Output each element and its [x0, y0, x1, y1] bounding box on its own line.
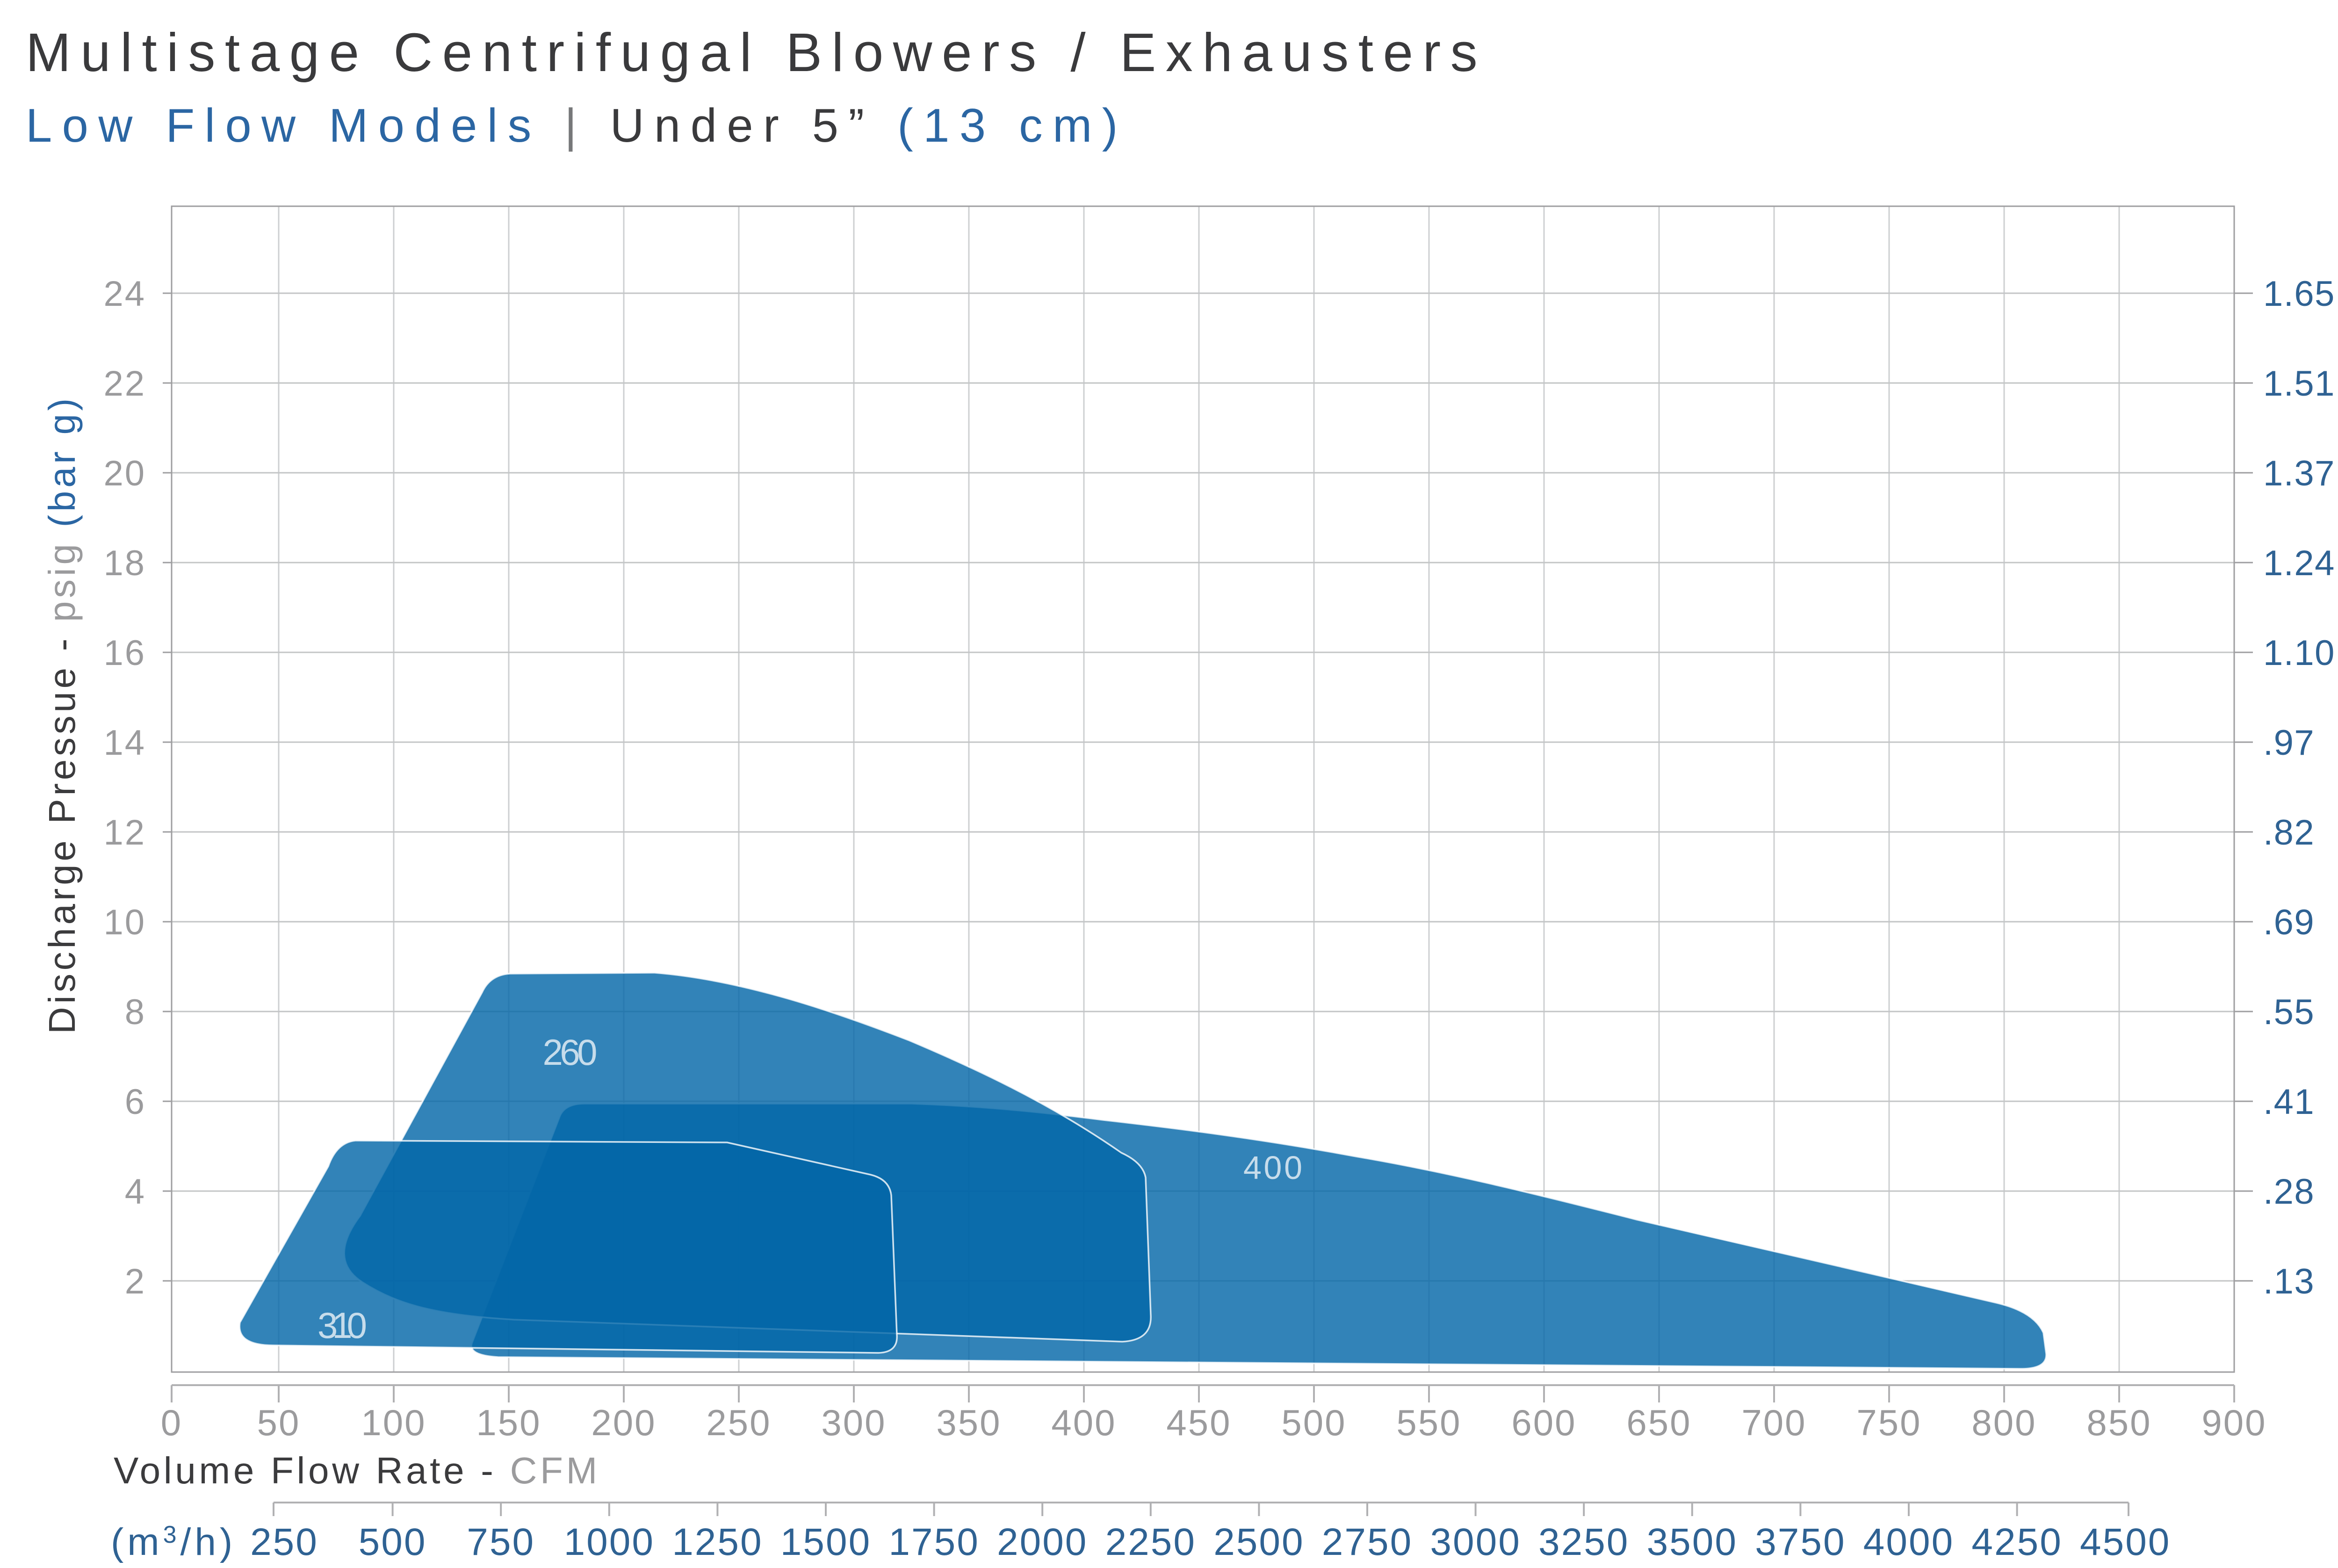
- svg-text:16: 16: [103, 633, 146, 673]
- svg-text:8: 8: [125, 992, 146, 1032]
- svg-text:260: 260: [543, 1032, 598, 1073]
- svg-text:12: 12: [103, 813, 146, 853]
- svg-text:Low Flow Models | Under 5” (13: Low Flow Models | Under 5” (13 cm): [26, 100, 1128, 152]
- svg-text:20: 20: [103, 454, 146, 493]
- svg-text:1000: 1000: [564, 1521, 655, 1563]
- svg-text:300: 300: [821, 1402, 886, 1443]
- svg-text:3000: 3000: [1430, 1521, 1521, 1563]
- svg-text:800: 800: [1971, 1402, 2036, 1443]
- svg-text:.69: .69: [2263, 903, 2315, 942]
- svg-text:400: 400: [1051, 1402, 1116, 1443]
- svg-text:.41: .41: [2263, 1082, 2315, 1122]
- svg-text:.55: .55: [2263, 992, 2315, 1032]
- svg-text:Discharge Pressue - psig (bar: Discharge Pressue - psig (bar g): [41, 395, 83, 1034]
- svg-text:1750: 1750: [888, 1521, 979, 1563]
- svg-text:14: 14: [103, 723, 146, 763]
- svg-text:900: 900: [2201, 1402, 2266, 1443]
- svg-text:4250: 4250: [1971, 1521, 2062, 1563]
- svg-text:3500: 3500: [1647, 1521, 1738, 1563]
- svg-text:3750: 3750: [1755, 1521, 1846, 1563]
- svg-text:850: 850: [2086, 1402, 2151, 1443]
- svg-text:1.10: 1.10: [2263, 633, 2335, 673]
- svg-text:750: 750: [1856, 1402, 1921, 1443]
- svg-text:150: 150: [476, 1402, 541, 1443]
- svg-text:24: 24: [103, 274, 146, 314]
- svg-text:600: 600: [1511, 1402, 1576, 1443]
- svg-text:0: 0: [161, 1402, 182, 1443]
- svg-text:100: 100: [361, 1402, 426, 1443]
- svg-text:Multistage Centrifugal Blowers: Multistage Centrifugal Blowers / Exhaust…: [26, 22, 1487, 83]
- svg-text:Volume Flow Rate - CFM: Volume Flow Rate - CFM: [114, 1450, 600, 1491]
- svg-text:18: 18: [103, 543, 146, 583]
- svg-text:500: 500: [1281, 1402, 1346, 1443]
- svg-text:500: 500: [359, 1521, 427, 1563]
- svg-text:1.24: 1.24: [2263, 543, 2335, 583]
- svg-text:.13: .13: [2263, 1262, 2315, 1301]
- svg-text:1500: 1500: [780, 1521, 871, 1563]
- svg-text:750: 750: [467, 1521, 535, 1563]
- svg-text:4500: 4500: [2080, 1521, 2171, 1563]
- svg-text:2: 2: [125, 1262, 146, 1301]
- svg-text:1.51: 1.51: [2263, 364, 2335, 404]
- svg-text:310: 310: [318, 1305, 367, 1346]
- svg-text:350: 350: [936, 1402, 1001, 1443]
- svg-text:2000: 2000: [997, 1521, 1088, 1563]
- svg-text:1.37: 1.37: [2263, 454, 2335, 493]
- svg-text:2250: 2250: [1105, 1521, 1196, 1563]
- svg-text:400: 400: [1243, 1149, 1302, 1186]
- svg-text:200: 200: [591, 1402, 656, 1443]
- svg-text:4: 4: [125, 1172, 146, 1212]
- svg-text:550: 550: [1396, 1402, 1461, 1443]
- svg-text:6: 6: [125, 1082, 146, 1122]
- svg-text:4000: 4000: [1863, 1521, 1954, 1563]
- svg-text:3250: 3250: [1538, 1521, 1629, 1563]
- svg-text:50: 50: [257, 1402, 301, 1443]
- svg-text:700: 700: [1741, 1402, 1806, 1443]
- svg-text:1.65: 1.65: [2263, 274, 2335, 314]
- svg-text:10: 10: [103, 903, 146, 942]
- svg-text:450: 450: [1166, 1402, 1231, 1443]
- svg-text:.97: .97: [2263, 723, 2315, 763]
- svg-text:22: 22: [103, 364, 146, 404]
- svg-text:2750: 2750: [1322, 1521, 1413, 1563]
- svg-text:650: 650: [1626, 1402, 1691, 1443]
- svg-text:.28: .28: [2263, 1172, 2315, 1212]
- svg-text:1250: 1250: [672, 1521, 763, 1563]
- svg-text:250: 250: [250, 1521, 318, 1563]
- svg-text:2500: 2500: [1213, 1521, 1304, 1563]
- svg-text:.82: .82: [2263, 813, 2315, 853]
- svg-text:250: 250: [706, 1402, 771, 1443]
